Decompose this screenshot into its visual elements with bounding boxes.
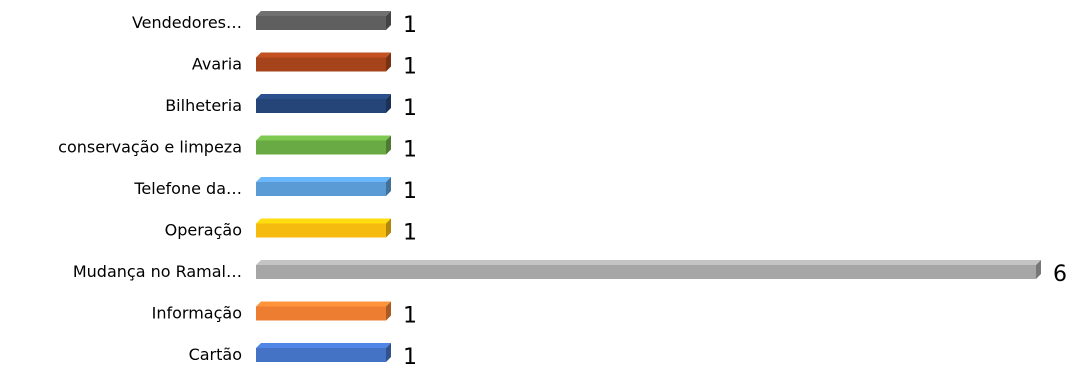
- bar-informacao: [256, 301, 391, 321]
- value-label-vendedores: 1: [403, 13, 417, 38]
- category-label-vendedores: Vendedores…: [132, 13, 242, 32]
- bar-bilheteria: [256, 94, 391, 113]
- bar-telefone-da: [256, 177, 391, 196]
- value-label-telefone-da: 1: [403, 179, 417, 204]
- category-label-mudanca-no-ramal: Mudança no Ramal…: [73, 262, 242, 281]
- value-label-conservacao-e-limpeza: 1: [403, 138, 417, 163]
- bar-conservacao-e-limpeza: [256, 135, 391, 155]
- bar-mudanca-no-ramal: [256, 260, 1041, 279]
- value-label-bilheteria: 1: [403, 96, 417, 121]
- value-label-cartao: 1: [403, 345, 417, 365]
- category-label-telefone-da: Telefone da…: [133, 179, 242, 198]
- category-label-operacao: Operação: [165, 221, 242, 240]
- category-label-informacao: Informação: [152, 304, 242, 323]
- bar-avaria: [256, 52, 391, 72]
- bar-vendedores: [256, 11, 391, 30]
- category-labels: Vendedores… Avaria Bilheteria conservação e…: [58, 13, 242, 364]
- bar-cartao: [256, 343, 391, 362]
- bar-operacao: [256, 218, 391, 238]
- value-label-operacao: 1: [403, 221, 417, 246]
- value-label-avaria: 1: [403, 55, 417, 80]
- category-label-conservacao-e-limpeza: conservação e limpeza: [58, 138, 242, 157]
- category-label-avaria: Avaria: [192, 55, 242, 74]
- bars: [256, 11, 1041, 362]
- value-label-informacao: 1: [403, 304, 417, 329]
- value-label-mudanca-no-ramal: 6: [1053, 262, 1067, 287]
- category-label-cartao: Cartão: [189, 345, 242, 364]
- category-label-bilheteria: Bilheteria: [165, 96, 242, 115]
